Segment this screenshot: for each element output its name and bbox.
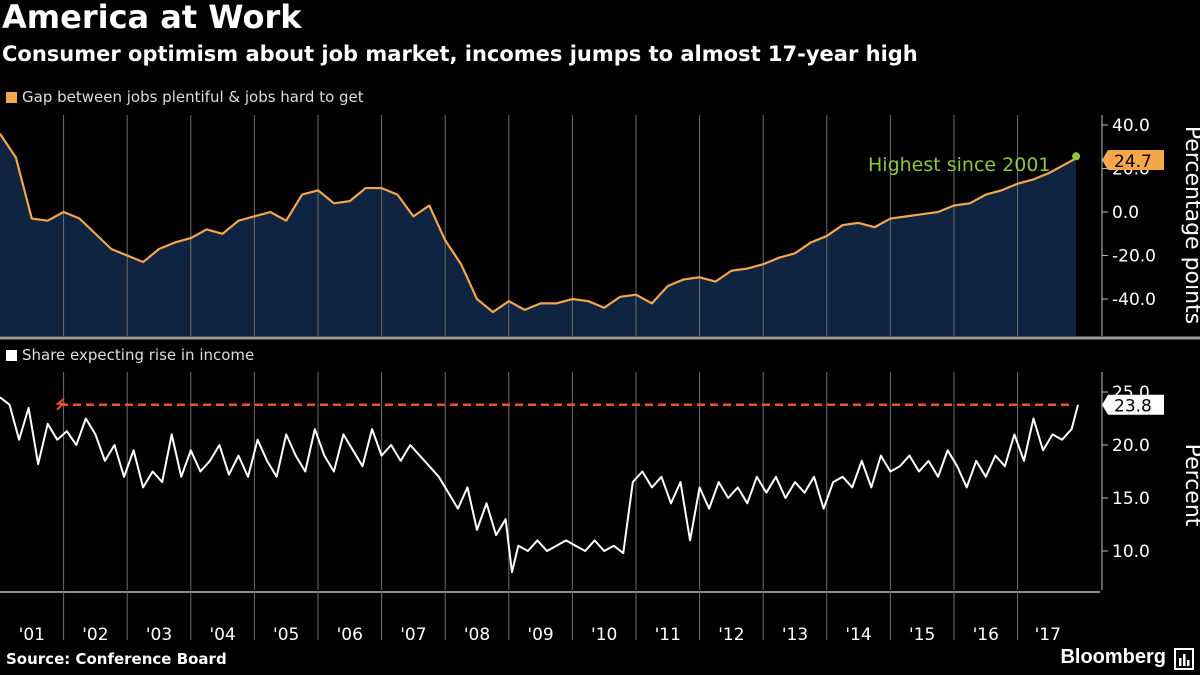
bottom-y-tick-label: 15.0 bbox=[1112, 489, 1150, 509]
x-tick-label: '15 bbox=[909, 625, 935, 640]
x-axis: '01 '02 '03 '04 '05 '06 '07 '08 '09 '10 '11 '12 '13 '… bbox=[0, 591, 1100, 640]
top-y-tick-label: -40.0 bbox=[1112, 290, 1156, 310]
legend-swatch-orange bbox=[6, 91, 17, 103]
reference-break-icon bbox=[55, 397, 66, 411]
bottom-y-tick-label: 20.0 bbox=[1112, 436, 1150, 456]
terminal-icon bbox=[1174, 648, 1194, 670]
chart-subtitle: Consumer optimism about job market, inco… bbox=[2, 42, 918, 66]
x-tick-label: '14 bbox=[845, 625, 871, 640]
x-tick-label: '10 bbox=[591, 625, 617, 640]
jobs-gap-area bbox=[0, 133, 1077, 336]
x-tick-label: '11 bbox=[655, 625, 681, 640]
x-tick-label: '07 bbox=[400, 625, 426, 640]
jobs-gap-line bbox=[0, 133, 1077, 314]
x-tick-label: '04 bbox=[209, 625, 235, 640]
x-tick-label: '08 bbox=[464, 625, 490, 640]
x-tick-label: '12 bbox=[718, 625, 744, 640]
x-tick-label: '06 bbox=[337, 625, 363, 640]
bloomberg-logo: Bloomberg bbox=[1060, 646, 1166, 668]
bottom-y-axis-title: Percent bbox=[1180, 444, 1200, 527]
x-tick-label: '16 bbox=[973, 625, 999, 640]
x-tick-label: '02 bbox=[82, 625, 108, 640]
top-last-value-tag bbox=[1102, 150, 1164, 170]
x-tick-label: '09 bbox=[527, 625, 553, 640]
top-y-tick-label: 0.0 bbox=[1112, 203, 1139, 223]
legend-income: Share expecting rise in income bbox=[6, 346, 254, 364]
source-note: Source: Conference Board bbox=[6, 650, 227, 668]
top-y-axis-title: Percentage points bbox=[1180, 126, 1200, 324]
bottom-last-value-tag bbox=[1102, 394, 1164, 415]
top-y-tick-label: 40.0 bbox=[1112, 116, 1150, 136]
x-tick-label: '13 bbox=[782, 625, 808, 640]
top-y-tick-label: -20.0 bbox=[1112, 247, 1156, 267]
x-tick-label: '17 bbox=[1035, 625, 1061, 640]
legend-jobs-gap: Gap between jobs plentiful & jobs hard t… bbox=[6, 88, 364, 106]
top-last-value-label: 24.7 bbox=[1114, 152, 1152, 172]
bottom-last-value-label: 23.8 bbox=[1114, 397, 1152, 417]
x-tick-label: '05 bbox=[273, 625, 299, 640]
legend-swatch-white bbox=[6, 349, 17, 361]
income-line bbox=[0, 396, 1079, 574]
highest-annotation: Highest since 2001 bbox=[868, 154, 1051, 176]
chart-canvas: 40.0 20.0 0.0 -20.0 -40.0 Percentage points Hi… bbox=[0, 115, 1200, 640]
legend-label-income: Share expecting rise in income bbox=[22, 346, 255, 364]
x-tick-label: '01 bbox=[19, 625, 45, 640]
legend-label-jobs-gap: Gap between jobs plentiful & jobs hard t… bbox=[22, 88, 364, 106]
highest-marker bbox=[1072, 152, 1081, 161]
bottom-y-tick-label: 10.0 bbox=[1112, 542, 1150, 562]
chart-title: America at Work bbox=[2, 0, 302, 36]
x-tick-label: '03 bbox=[146, 625, 172, 640]
